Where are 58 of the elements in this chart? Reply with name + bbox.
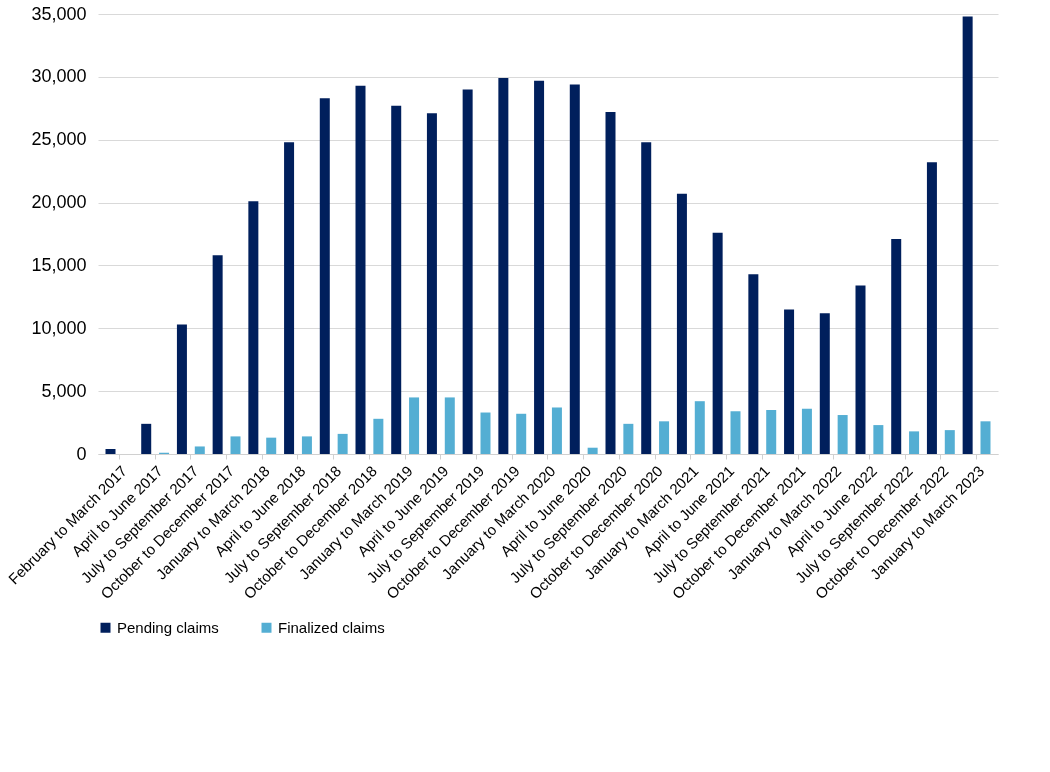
bar xyxy=(105,448,116,454)
bar xyxy=(534,80,545,454)
bar xyxy=(605,112,616,454)
bar xyxy=(212,255,223,454)
bar xyxy=(337,433,348,454)
legend-label: Finalized claims xyxy=(278,618,385,636)
bar xyxy=(194,446,205,454)
bar xyxy=(891,239,902,454)
y-tick-label: 20,000 xyxy=(31,192,87,213)
y-tick-label: 0 xyxy=(76,443,87,464)
bar xyxy=(516,413,527,454)
bar xyxy=(480,412,491,454)
bar xyxy=(837,415,848,454)
bar xyxy=(462,89,473,454)
bar xyxy=(301,436,312,454)
bar xyxy=(319,98,330,454)
bar xyxy=(373,418,384,454)
bar xyxy=(730,411,741,454)
bar xyxy=(444,397,455,454)
bar xyxy=(587,447,598,454)
bar xyxy=(944,430,955,454)
y-tick-label: 5,000 xyxy=(41,380,87,401)
bar xyxy=(176,324,187,454)
y-tick-label: 30,000 xyxy=(31,66,87,87)
bar xyxy=(784,309,795,454)
bar xyxy=(623,423,634,454)
bar xyxy=(266,437,277,454)
bar xyxy=(748,274,759,454)
y-tick-label: 25,000 xyxy=(31,129,87,150)
bar xyxy=(855,285,866,454)
bar xyxy=(926,162,937,454)
y-tick-label: 15,000 xyxy=(31,254,87,275)
bar xyxy=(766,410,777,454)
y-tick-label: 10,000 xyxy=(31,317,87,338)
bar xyxy=(391,105,402,454)
bar xyxy=(498,78,509,454)
bar xyxy=(909,431,920,454)
y-tick-label: 35,000 xyxy=(31,3,87,24)
bar xyxy=(641,142,652,454)
bar xyxy=(426,113,437,454)
bar xyxy=(569,84,580,454)
bar xyxy=(248,201,259,454)
bar xyxy=(409,397,420,454)
bar xyxy=(801,408,812,454)
bar xyxy=(355,85,366,454)
bar xyxy=(819,313,830,454)
legend-label: Pending claims xyxy=(117,618,219,636)
bar xyxy=(873,425,884,454)
bar xyxy=(284,142,295,454)
bar xyxy=(230,436,241,454)
bar xyxy=(141,423,152,454)
bar xyxy=(694,401,705,454)
bar xyxy=(676,193,687,454)
bar xyxy=(962,16,973,454)
bar xyxy=(551,407,562,454)
bar xyxy=(980,421,991,454)
bar xyxy=(659,421,670,454)
bar xyxy=(712,232,723,454)
